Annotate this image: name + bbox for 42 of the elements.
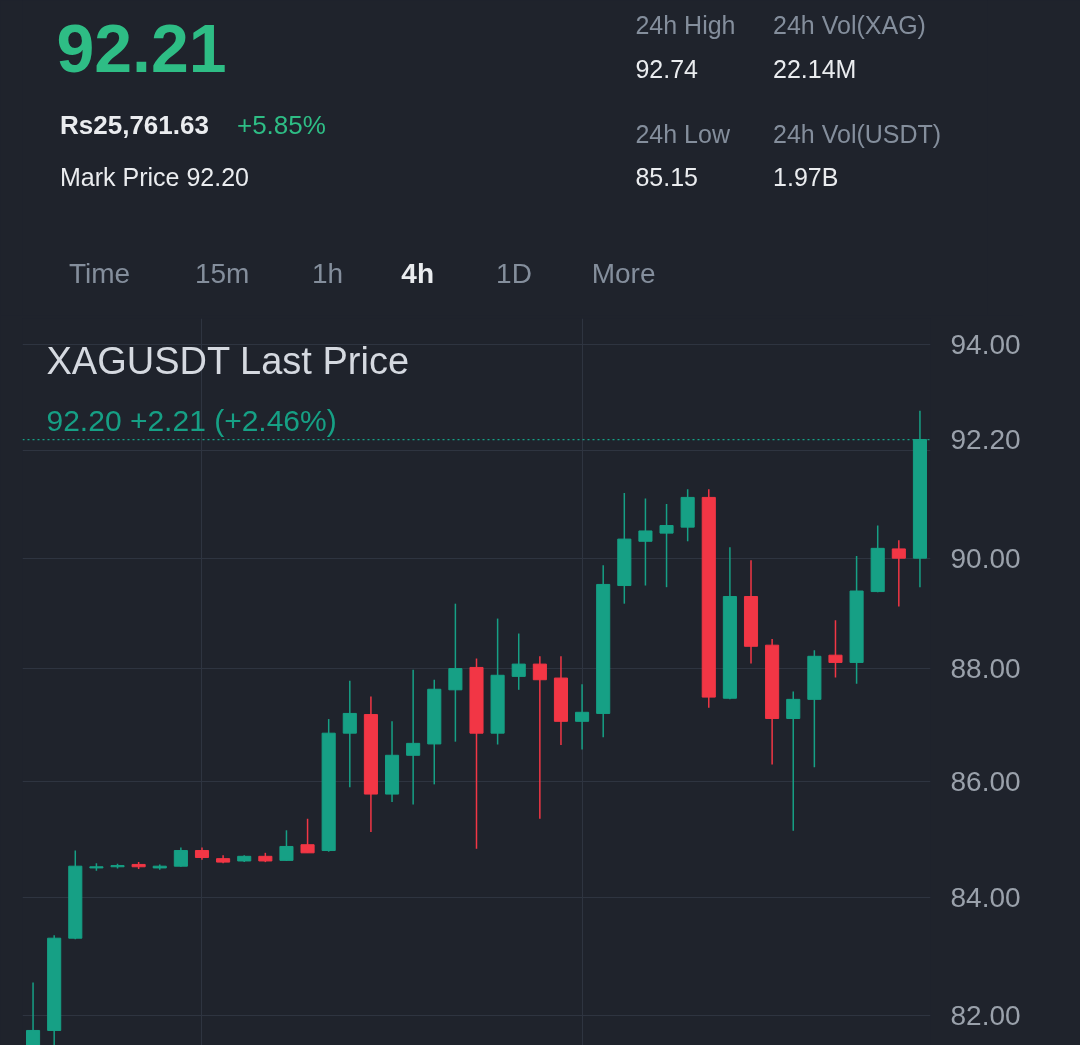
text: 22.14M — [773, 54, 857, 83]
text: 24h High — [635, 10, 736, 39]
text: 92.21 — [56, 10, 227, 86]
candlestick — [828, 619, 843, 679]
text: Time — [68, 258, 131, 289]
y-tick-label: 86.00 — [950, 765, 1021, 797]
candlestick — [575, 683, 590, 751]
text: 1.97B — [773, 162, 839, 191]
text: 92.74 — [635, 54, 699, 83]
candlestick — [532, 655, 547, 820]
text: 1h — [312, 258, 344, 289]
text: Rs25,761.63 — [60, 109, 209, 140]
text: 92.20 +2.21 (+2.46%) — [46, 404, 337, 437]
text: +5.85% — [236, 109, 326, 140]
text: 24h Vol(USDT) — [773, 119, 942, 148]
text: 4h — [401, 258, 435, 289]
y-tick-label: 82.00 — [950, 999, 1021, 1031]
candlestick — [173, 846, 188, 868]
text: More — [591, 258, 656, 289]
y-tick-label: 94.00 — [950, 329, 1021, 361]
candlestick — [638, 497, 653, 587]
text: 1D — [496, 258, 532, 289]
text: 24h Vol(XAG) — [773, 10, 926, 39]
candlestick — [448, 602, 463, 743]
text: 85.15 — [635, 162, 699, 191]
candlestick — [26, 981, 41, 1045]
candlestick — [406, 668, 421, 806]
candlestick — [300, 818, 315, 854]
y-tick-label: 88.00 — [950, 653, 1021, 685]
y-tick-label: 90.00 — [950, 542, 1021, 574]
text: 15m — [194, 258, 250, 289]
text: Mark Price 92.20 — [60, 162, 249, 191]
candlestick — [342, 680, 357, 788]
candlestick — [786, 690, 801, 832]
candlestick — [511, 632, 526, 691]
text: 24h Low — [635, 119, 731, 148]
ref-line-label: 92.20 — [950, 424, 1021, 456]
candlestick — [659, 503, 674, 588]
candlestick — [891, 539, 906, 608]
y-tick-label: 84.00 — [950, 881, 1021, 913]
candlestick — [279, 829, 294, 862]
text: XAGUSDT Last Price — [46, 339, 410, 382]
